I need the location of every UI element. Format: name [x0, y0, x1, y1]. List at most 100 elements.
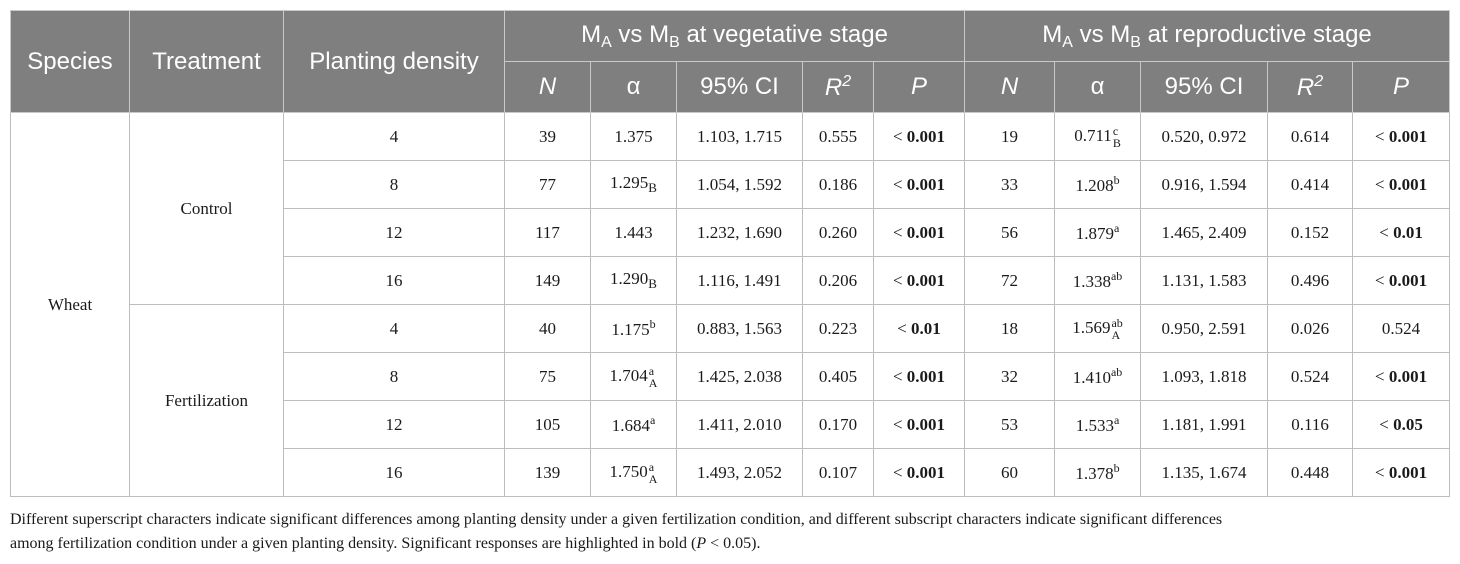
density-cell: 4: [283, 112, 505, 161]
veg-p-cell: < 0.01: [872, 304, 966, 353]
table-row: 8 77 1.295B 1.054, 1.592 0.186 < 0.001 33 1.208…: [11, 160, 1451, 209]
rep-ci-cell: 0.916, 1.594: [1140, 160, 1269, 209]
header-rep-ci: 95% CI: [1140, 61, 1269, 113]
rep-p-cell: < 0.001: [1352, 256, 1451, 305]
veg-ci-cell: 1.411, 2.010: [676, 400, 803, 449]
density-cell: 4: [283, 304, 505, 353]
veg-alpha-cell: 1.750 a A: [590, 448, 677, 497]
header-density: Planting density: [283, 10, 505, 113]
species-cell: Wheat: [10, 112, 130, 497]
veg-n-cell: 105: [504, 400, 591, 449]
veg-alpha-cell: 1.443: [590, 208, 677, 257]
veg-ci-cell: 1.425, 2.038: [676, 352, 803, 401]
veg-alpha-cell: 1.375: [590, 112, 677, 161]
rep-r2-cell: 0.524: [1267, 352, 1354, 401]
header-veg-ci: 95% CI: [676, 61, 803, 113]
rep-n-cell: 32: [964, 352, 1056, 401]
rep-ci-cell: 1.181, 1.991: [1140, 400, 1269, 449]
veg-p-cell: < 0.001: [872, 160, 966, 209]
rep-alpha-cell: 1.208b: [1054, 160, 1142, 209]
veg-n-cell: 117: [504, 208, 591, 257]
rep-r2-cell: 0.026: [1267, 304, 1354, 353]
density-cell: 16: [283, 256, 505, 305]
rep-r2-cell: 0.448: [1267, 448, 1354, 497]
table-row: 12 117 1.443 1.232, 1.690 0.260 < 0.001 56 1.87…: [11, 208, 1451, 257]
veg-alpha-cell: 1.290B: [590, 256, 677, 305]
header-veg-r2: R2: [802, 61, 874, 113]
header-vegetative-group: MA vs MB at vegetative stage: [503, 10, 966, 62]
header-rep-n: N: [964, 61, 1056, 113]
rep-p-cell: 0.524: [1352, 304, 1451, 353]
rep-alpha-cell: 1.879a: [1054, 208, 1142, 257]
treatment-cell: Control: [129, 112, 284, 305]
rep-p-cell: < 0.01: [1352, 208, 1451, 257]
treatment-cell: Fertilization: [129, 304, 284, 497]
veg-ci-cell: 1.103, 1.715: [676, 112, 803, 161]
veg-ci-cell: 1.116, 1.491: [676, 256, 803, 305]
header-rep-alpha: α: [1054, 61, 1142, 113]
results-table: Species Treatment Planting density MA vs…: [10, 10, 1451, 497]
rep-alpha-cell: 1.410ab: [1054, 352, 1142, 401]
rep-r2-cell: 0.614: [1267, 112, 1354, 161]
header-veg-n: N: [504, 61, 591, 113]
rep-n-cell: 33: [964, 160, 1056, 209]
veg-p-cell: < 0.001: [872, 112, 966, 161]
veg-r2-cell: 0.223: [802, 304, 874, 353]
rep-p-cell: < 0.001: [1352, 448, 1451, 497]
veg-p-cell: < 0.001: [872, 256, 966, 305]
rep-n-cell: 18: [964, 304, 1056, 353]
veg-ci-cell: 1.493, 2.052: [676, 448, 803, 497]
veg-n-cell: 149: [504, 256, 591, 305]
rep-r2-cell: 0.152: [1267, 208, 1354, 257]
veg-alpha-cell: 1.175b: [590, 304, 677, 353]
footnote-line-2: among fertilization condition under a gi…: [10, 535, 761, 552]
rep-ci-cell: 0.950, 2.591: [1140, 304, 1269, 353]
veg-alpha-cell: 1.704 a A: [590, 352, 677, 401]
table-body: Wheat Control 4 39 1.375 1.103, 1.715 0.555 < 0…: [10, 112, 1451, 497]
veg-ci-cell: 1.054, 1.592: [676, 160, 803, 209]
veg-r2-cell: 0.260: [802, 208, 874, 257]
density-cell: 12: [283, 208, 505, 257]
veg-r2-cell: 0.170: [802, 400, 874, 449]
rep-alpha-cell: 0.711 c B: [1054, 112, 1142, 161]
veg-p-cell: < 0.001: [872, 208, 966, 257]
header-reproductive-group: MA vs MB at reproductive stage: [964, 10, 1451, 62]
rep-ci-cell: 0.520, 0.972: [1140, 112, 1269, 161]
rep-alpha-cell: 1.533a: [1054, 400, 1142, 449]
density-cell: 8: [283, 352, 505, 401]
veg-n-cell: 139: [504, 448, 591, 497]
table-row: Wheat Control 4 39 1.375 1.103, 1.715 0.555 < 0…: [10, 112, 1451, 497]
veg-ci-cell: 1.232, 1.690: [676, 208, 803, 257]
table-row: Fertilization 4 40 1.175b 0.883, 1.563 0.223 <…: [11, 304, 1451, 497]
veg-p-cell: < 0.001: [872, 400, 966, 449]
rep-p-cell: < 0.001: [1352, 160, 1451, 209]
table-row: 16 149 1.290B 1.116, 1.491 0.206 < 0.001 72 1.3…: [11, 256, 1451, 305]
rep-ci-cell: 1.131, 1.583: [1140, 256, 1269, 305]
rep-ci-cell: 1.465, 2.409: [1140, 208, 1269, 257]
header-veg-p: P: [872, 61, 966, 113]
footnote-line-1: Different superscript characters indicat…: [10, 511, 1223, 528]
veg-alpha-cell: 1.684a: [590, 400, 677, 449]
density-cell: 12: [283, 400, 505, 449]
veg-r2-cell: 0.555: [802, 112, 874, 161]
veg-p-cell: < 0.001: [872, 352, 966, 401]
rep-r2-cell: 0.116: [1267, 400, 1354, 449]
rep-r2-cell: 0.496: [1267, 256, 1354, 305]
rep-alpha-cell: 1.338ab: [1054, 256, 1142, 305]
rep-n-cell: 60: [964, 448, 1056, 497]
rep-n-cell: 53: [964, 400, 1056, 449]
header-rep-p: P: [1352, 61, 1451, 113]
veg-n-cell: 39: [504, 112, 591, 161]
veg-ci-cell: 0.883, 1.563: [676, 304, 803, 353]
rep-n-cell: 56: [964, 208, 1056, 257]
rep-alpha-cell: 1.569 ab A: [1054, 304, 1142, 353]
table-footnote: Different superscript characters indicat…: [10, 508, 1450, 556]
rep-r2-cell: 0.414: [1267, 160, 1354, 209]
table-row: 16 139 1.750 a A 1.493, 2.052 0.107 < 0.001 60 1.…: [11, 448, 1451, 497]
veg-n-cell: 40: [504, 304, 591, 353]
rep-p-cell: < 0.05: [1352, 400, 1451, 449]
density-cell: 8: [283, 160, 505, 209]
header-rep-r2: R2: [1267, 61, 1354, 113]
veg-p-cell: < 0.001: [872, 448, 966, 497]
table-row: 12 105 1.684a 1.411, 2.010 0.170 < 0.001 53 1.5…: [11, 400, 1451, 449]
